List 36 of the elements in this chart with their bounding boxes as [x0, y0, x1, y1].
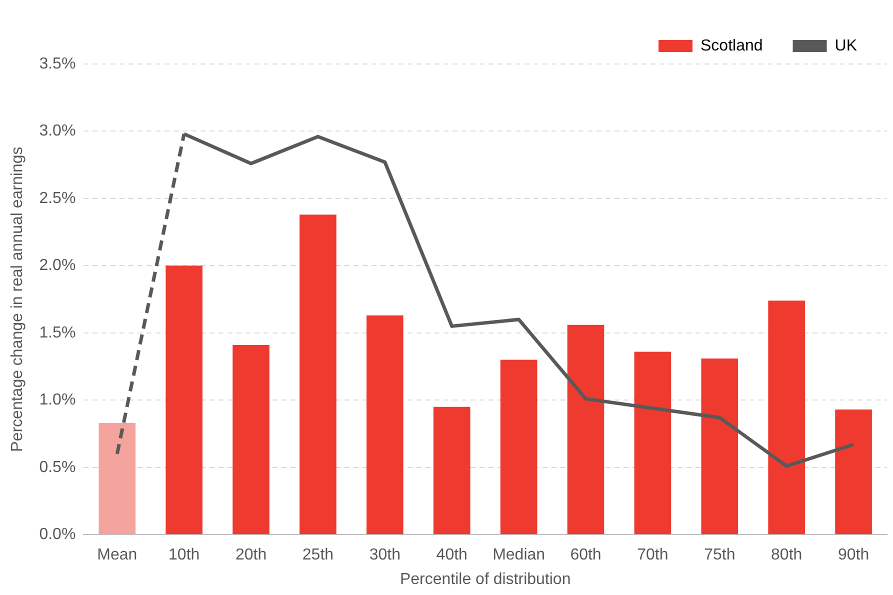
y-tick-label: 3.5% [39, 55, 76, 72]
x-tick-label: 10th [168, 546, 200, 564]
legend-label: UK [834, 37, 858, 54]
legend-label: Scotland [700, 37, 763, 54]
bar [835, 410, 872, 534]
bar [768, 300, 805, 534]
bar [701, 358, 738, 534]
x-tick-label: Median [492, 546, 546, 564]
bar [232, 345, 270, 534]
bar [634, 352, 672, 534]
x-tick-label: 80th [771, 546, 802, 564]
bar [166, 266, 202, 534]
bar [433, 406, 470, 534]
x-tick-label: 60th [570, 546, 602, 564]
x-axis-title: Percentile of distribution [400, 570, 571, 588]
bar [366, 315, 404, 534]
y-tick-label: 0.0% [39, 526, 76, 544]
y-tick-label: 0.5% [39, 458, 76, 476]
x-tick-label: 75th [704, 546, 736, 564]
y-tick-label: 2.5% [39, 190, 76, 207]
bar [300, 214, 336, 534]
x-tick-label: Mean [97, 546, 138, 564]
y-tick-label: 1.5% [39, 324, 76, 342]
x-tick-label: 90th [838, 546, 870, 564]
x-tick-label: 30th [369, 546, 400, 564]
bar [98, 423, 136, 534]
x-tick-label: 40th [436, 546, 468, 564]
x-tick-label: 20th [235, 546, 267, 564]
bar [500, 360, 538, 534]
y-tick-label: 2.0% [39, 257, 76, 274]
y-tick-label: 3.0% [39, 122, 76, 140]
y-axis-title: Percentage change in real annual earnings [9, 146, 26, 452]
y-tick-label: 1.0% [39, 392, 76, 409]
bar [567, 324, 604, 534]
x-tick-label: 25th [302, 546, 334, 564]
x-tick-label: 70th [637, 546, 668, 564]
